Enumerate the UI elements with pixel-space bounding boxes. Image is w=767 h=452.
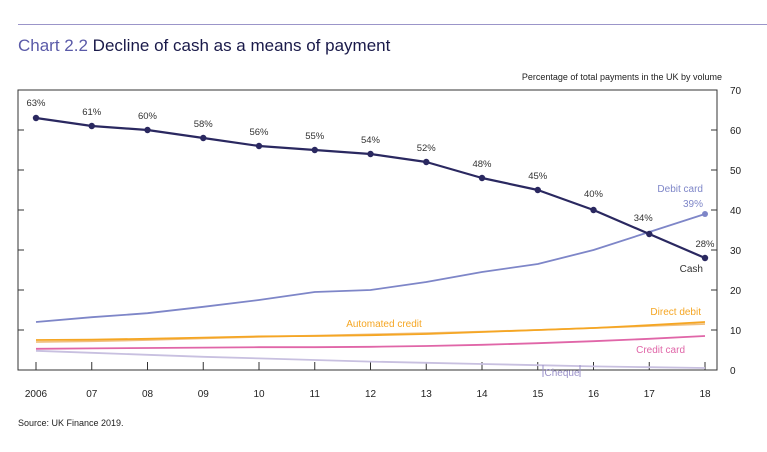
top-rule <box>18 24 767 25</box>
cash-point <box>200 134 207 142</box>
y-tick-label: 50 <box>730 166 742 177</box>
cash-point <box>367 150 374 158</box>
x-tick-label: 13 <box>421 389 433 400</box>
series-label-debit-card: Debit card <box>657 184 703 195</box>
x-tick-label: 2006 <box>25 389 48 400</box>
series-label-cheque: Cheque <box>544 368 579 379</box>
x-tick-label: 10 <box>253 389 265 400</box>
cash-point <box>534 186 541 194</box>
chart-title-text: Decline of cash as a means of payment <box>92 36 391 55</box>
cash-data-label: 48% <box>472 159 492 170</box>
cash-data-label: 63% <box>26 98 46 109</box>
debit-card-end-label: 39% <box>683 199 703 210</box>
cash-point <box>144 126 151 134</box>
cash-data-label: 28% <box>695 239 715 250</box>
cash-point <box>478 174 486 182</box>
series-line-credit-card <box>35 335 706 350</box>
chart-title: Chart 2.2 Decline of cash as a means of … <box>18 36 390 56</box>
cash-data-label: 52% <box>417 143 437 154</box>
y-tick-label: 40 <box>730 206 742 217</box>
y-tick-label: 30 <box>730 246 742 257</box>
cash-point <box>311 146 318 154</box>
cash-point <box>423 158 430 166</box>
series-label-automated-credit: Automated credit <box>346 319 422 330</box>
cash-point <box>701 254 709 262</box>
x-tick-label: 14 <box>476 389 488 400</box>
cash-data-label: 55% <box>305 131 325 142</box>
cash-point <box>590 206 597 214</box>
y-tick-label: 20 <box>730 286 742 297</box>
series-label-credit-card: Credit card <box>636 345 685 356</box>
y-tick-label: 0 <box>730 366 736 377</box>
source-note: Source: UK Finance 2019. <box>18 418 124 428</box>
plot-frame <box>17 89 718 371</box>
x-tick-label: 09 <box>198 389 210 400</box>
cash-data-label: 58% <box>194 119 214 130</box>
series-line-direct-debit <box>35 321 706 341</box>
series-label-direct-debit: Direct debit <box>650 307 701 318</box>
y-axis-label: Percentage of total payments in the UK b… <box>522 72 722 82</box>
series-line-cheque <box>35 349 706 369</box>
y-tick-label: 70 <box>730 86 742 97</box>
cash-point <box>32 114 40 122</box>
cash-point <box>255 142 263 150</box>
debit-card-point <box>702 211 708 217</box>
cash-data-label: 60% <box>138 111 158 122</box>
series-line-debit-card <box>35 213 706 323</box>
x-tick-label: 11 <box>310 389 321 400</box>
x-tick-label: 17 <box>644 389 656 400</box>
series-label-cash: Cash <box>680 264 703 275</box>
cash-point <box>646 230 653 238</box>
cash-point <box>88 122 95 130</box>
cash-data-label: 61% <box>82 107 102 118</box>
cash-data-label: 45% <box>528 171 548 182</box>
cash-data-label: 54% <box>361 135 381 146</box>
chart-number: Chart 2.2 <box>18 36 88 55</box>
cash-data-label: 34% <box>634 213 654 224</box>
x-tick-label: 15 <box>532 389 544 400</box>
x-tick-label: 08 <box>142 389 154 400</box>
x-tick-label: 16 <box>588 389 600 400</box>
cash-data-label: 56% <box>249 127 269 138</box>
x-tick-label: 18 <box>699 389 711 400</box>
x-tick-label: 07 <box>86 389 98 400</box>
y-tick-label: 10 <box>730 326 742 337</box>
y-tick-label: 60 <box>730 126 742 137</box>
x-tick-label: 12 <box>365 389 377 400</box>
cash-data-label: 40% <box>584 189 604 200</box>
